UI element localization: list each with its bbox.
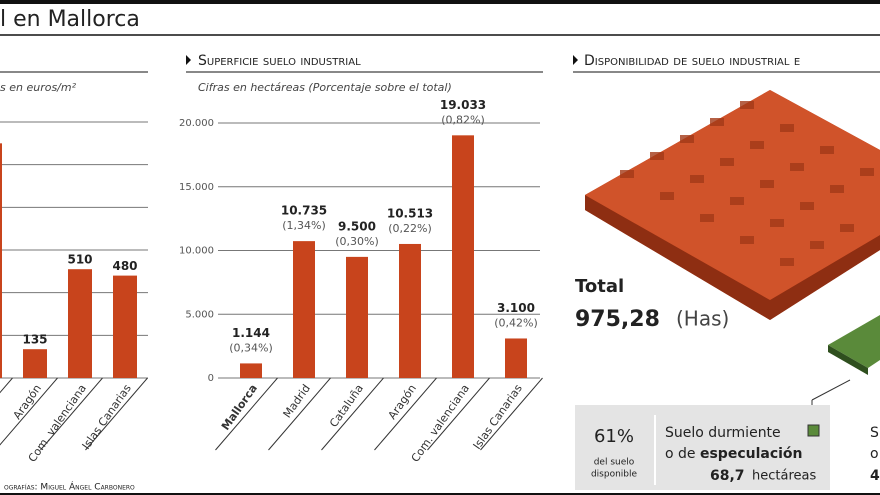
- share: 61%: [594, 426, 634, 447]
- x-tick-label: Islas Canarias: [471, 382, 526, 452]
- y-tick-label: 20.000: [179, 118, 214, 129]
- category-divider: [374, 377, 437, 451]
- total-value: 975,28: [575, 307, 660, 332]
- chart-subtitle: Cifras en hectáreas (Porcentaje sobre el…: [198, 81, 452, 94]
- top-bar: [0, 0, 880, 4]
- bar: [293, 241, 315, 378]
- x-tick-label: Aragón: [386, 382, 419, 422]
- bar: [23, 349, 47, 378]
- category-divider: [0, 377, 58, 446]
- category-divider: [480, 377, 543, 451]
- dormant-text: o de especulación: [665, 446, 803, 462]
- cut-text: o: [870, 446, 879, 462]
- value-label: 10.735: [281, 204, 327, 218]
- info-box: [575, 405, 830, 490]
- bar: [240, 363, 262, 378]
- value-label: 510: [67, 253, 92, 267]
- category-divider: [0, 377, 13, 394]
- cut-text: 4: [870, 468, 880, 484]
- category-divider: [215, 377, 278, 451]
- land-block: [585, 90, 880, 320]
- bar: [346, 256, 368, 378]
- pointer: [811, 379, 851, 401]
- bar: [399, 243, 421, 378]
- percent-label: (0,42%): [494, 316, 538, 329]
- dormant-text: especulación: [700, 446, 803, 462]
- x-tick-label: Islas Canarias: [80, 382, 135, 452]
- y-tick-label: 0: [208, 373, 214, 384]
- cut-text: S: [870, 425, 879, 441]
- bar: [505, 338, 527, 378]
- total-label: Total: [575, 276, 624, 297]
- value-label: 9.500: [338, 219, 376, 233]
- value-label: 480: [112, 259, 137, 273]
- value-label: 1.144: [232, 326, 270, 340]
- percent-label: (1,34%): [282, 219, 326, 232]
- x-tick-label: Com. valenciana: [409, 382, 472, 465]
- section-arrow: [573, 55, 578, 65]
- bottom-bar: [0, 493, 880, 495]
- dormant-text: Suelo durmiente: [665, 425, 781, 441]
- bar: [452, 135, 474, 378]
- share-note: del suelo: [594, 458, 635, 468]
- legend-swatch: [807, 424, 820, 437]
- dormant-unit: hectáreas: [752, 469, 816, 484]
- chart-title: Superficie suelo industrial: [198, 53, 361, 69]
- category-divider: [427, 377, 490, 451]
- page-title: l en Mallorca: [0, 7, 140, 32]
- green-block: [828, 315, 880, 368]
- chart-subtitle: s en euros/m²: [0, 81, 77, 94]
- category-divider: [268, 377, 331, 451]
- total-unit: (Has): [676, 307, 729, 331]
- value-label: 135: [22, 333, 47, 347]
- y-tick-label: 10.000: [179, 246, 214, 257]
- dormant-text: o de: [665, 446, 700, 462]
- percent-label: (0,34%): [229, 341, 273, 354]
- bar: [68, 269, 92, 378]
- value-label: 19.033: [440, 98, 486, 112]
- green-block-side: [828, 345, 868, 375]
- category-divider: [321, 377, 384, 451]
- section-arrow: [186, 55, 191, 65]
- credit: ografías: Miguel Ángel Carbonero: [4, 481, 135, 493]
- percent-label: (0,22%): [388, 222, 432, 235]
- percent-label: (0,82%): [441, 113, 485, 126]
- panel-title: Disponibilidad de suelo industrial e: [584, 53, 800, 69]
- category-divider: [40, 377, 103, 451]
- x-tick-label: Mallorca: [219, 382, 260, 433]
- dormant-value: 68,7: [710, 468, 745, 484]
- y-tick-label: 5.000: [185, 309, 214, 320]
- value-label: 3.100: [497, 301, 535, 315]
- bar: [113, 275, 137, 378]
- x-tick-label: Aragón: [11, 382, 44, 422]
- share-note: disponible: [591, 470, 638, 480]
- y-tick-label: 15.000: [179, 182, 214, 193]
- percent-label: (0,30%): [335, 235, 379, 248]
- category-divider: [85, 377, 148, 451]
- value-label: 10.513: [387, 206, 433, 220]
- x-tick-label: Madrid: [281, 382, 313, 420]
- bar: [0, 143, 2, 378]
